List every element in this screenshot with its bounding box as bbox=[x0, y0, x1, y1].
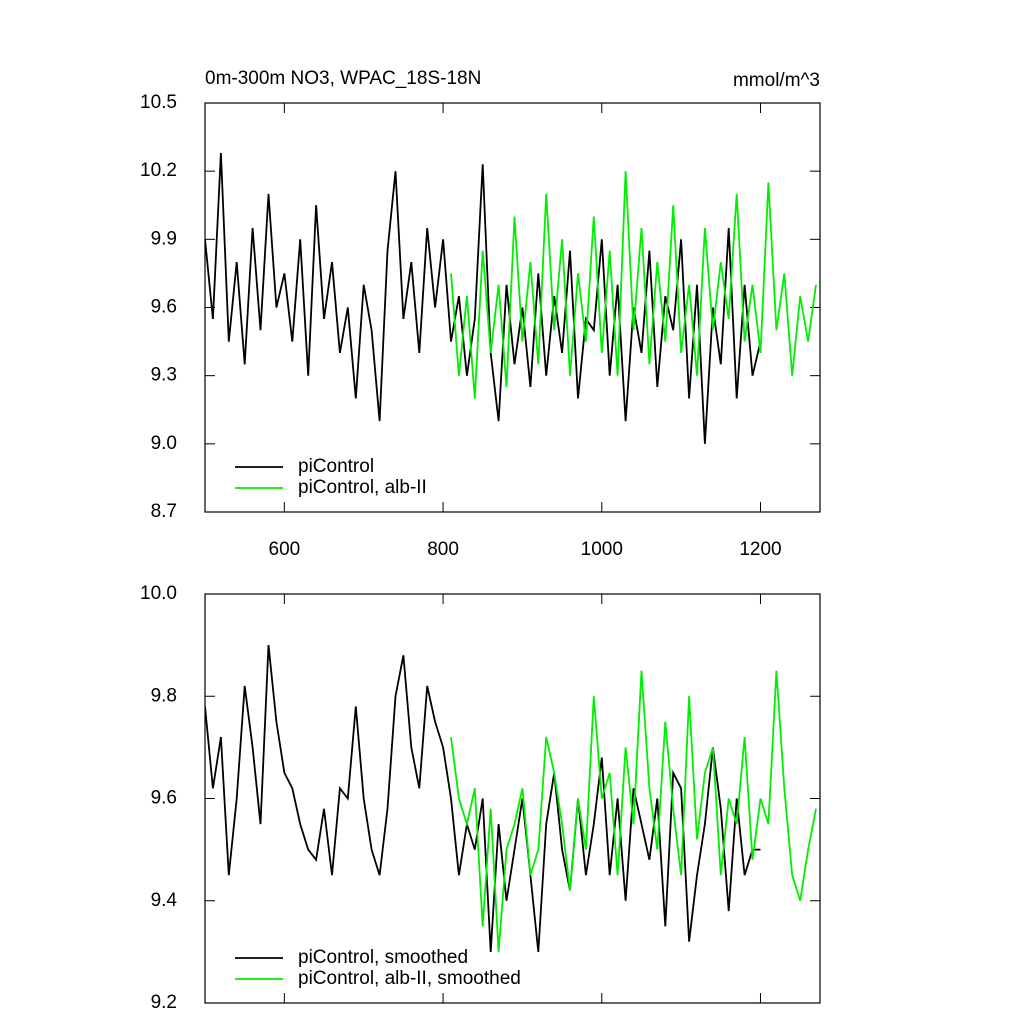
y-tick-label: 9.8 bbox=[151, 685, 177, 706]
y-tick-label: 9.6 bbox=[151, 297, 177, 318]
plot-frame bbox=[204, 102, 821, 513]
series-line bbox=[450, 171, 817, 399]
x-tick-label: 1200 bbox=[739, 539, 781, 560]
y-tick-label: 10.0 bbox=[140, 583, 177, 604]
y-tick-label: 9.4 bbox=[151, 890, 178, 911]
chart-title: 0m-300m NO3, WPAC_18S-18N bbox=[205, 68, 481, 89]
legend-label: piControl, smoothed bbox=[298, 947, 468, 968]
x-tick-label: 1000 bbox=[581, 539, 623, 560]
y-tick-label: 9.0 bbox=[151, 433, 177, 454]
units-label: mmol/m^3 bbox=[733, 70, 820, 91]
legend-label: piControl, alb-II bbox=[298, 477, 427, 498]
y-tick-label: 9.6 bbox=[151, 788, 177, 809]
y-tick-label: 9.9 bbox=[151, 228, 177, 249]
x-tick-label: 800 bbox=[427, 539, 459, 560]
legend-label: piControl, alb-II, smoothed bbox=[298, 968, 521, 989]
y-tick-label: 9.2 bbox=[151, 992, 177, 1013]
plot-frame bbox=[204, 593, 821, 1004]
y-tick-label: 8.7 bbox=[151, 501, 177, 522]
series-line bbox=[205, 152, 762, 444]
y-tick-label: 10.5 bbox=[140, 92, 177, 113]
x-tick-label: 600 bbox=[269, 539, 301, 560]
y-tick-label: 9.3 bbox=[151, 365, 177, 386]
series-line bbox=[450, 670, 817, 952]
legend-label: piControl bbox=[298, 456, 374, 477]
y-tick-label: 10.2 bbox=[140, 160, 177, 181]
series-line bbox=[205, 645, 761, 952]
